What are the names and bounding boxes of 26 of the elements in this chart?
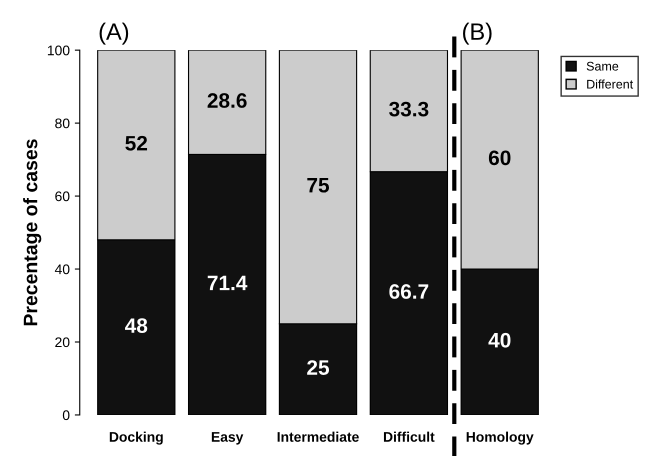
x-tick-label: Homology xyxy=(466,432,534,445)
annotation: (A) xyxy=(100,22,128,45)
data-label: 48 xyxy=(125,318,148,333)
data-label: 52 xyxy=(125,136,148,151)
x-tick-label: Difficult xyxy=(384,432,435,442)
data-label: 75 xyxy=(307,178,330,193)
data-label: 25 xyxy=(307,360,330,375)
y-tick-label: 60 xyxy=(55,191,70,202)
y-tick-label: 0 xyxy=(62,410,70,420)
y-axis-title: Precentage of cases xyxy=(23,139,42,326)
y-tick-label: 100 xyxy=(48,45,70,56)
legend-label: Different xyxy=(587,79,634,89)
data-label: 60 xyxy=(488,150,510,166)
data-label: 40 xyxy=(488,332,510,348)
legend-label: Same xyxy=(586,62,618,71)
data-label: 33.3 xyxy=(389,102,428,117)
annotation: (B) xyxy=(463,22,492,45)
data-label: 71.4 xyxy=(208,276,248,290)
data-label: 66.7 xyxy=(389,284,428,299)
data-label: 28.6 xyxy=(208,93,247,108)
x-tick-label: Docking xyxy=(110,432,163,445)
y-tick-label: 40 xyxy=(54,264,70,274)
y-tick-label: 20 xyxy=(55,337,70,348)
x-tick-label: Easy xyxy=(212,432,244,445)
x-tick-label: Intermediate xyxy=(278,432,359,442)
y-tick-label: 80 xyxy=(55,118,70,128)
